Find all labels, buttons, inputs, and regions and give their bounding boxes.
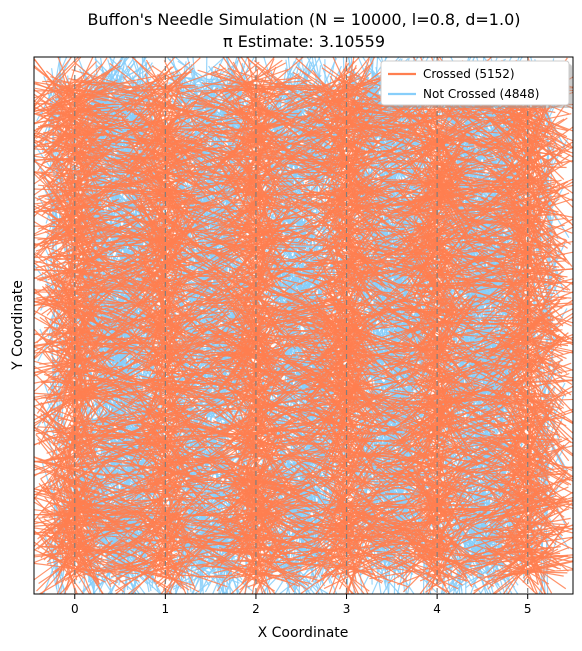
needle-not-crossed [460, 145, 526, 181]
chart-subtitle: π Estimate: 3.10559 [223, 32, 385, 51]
needle-layer [34, 57, 573, 594]
needle-not-crossed [265, 57, 304, 116]
chart-title: Buffon's Needle Simulation (N = 10000, l… [88, 10, 521, 29]
